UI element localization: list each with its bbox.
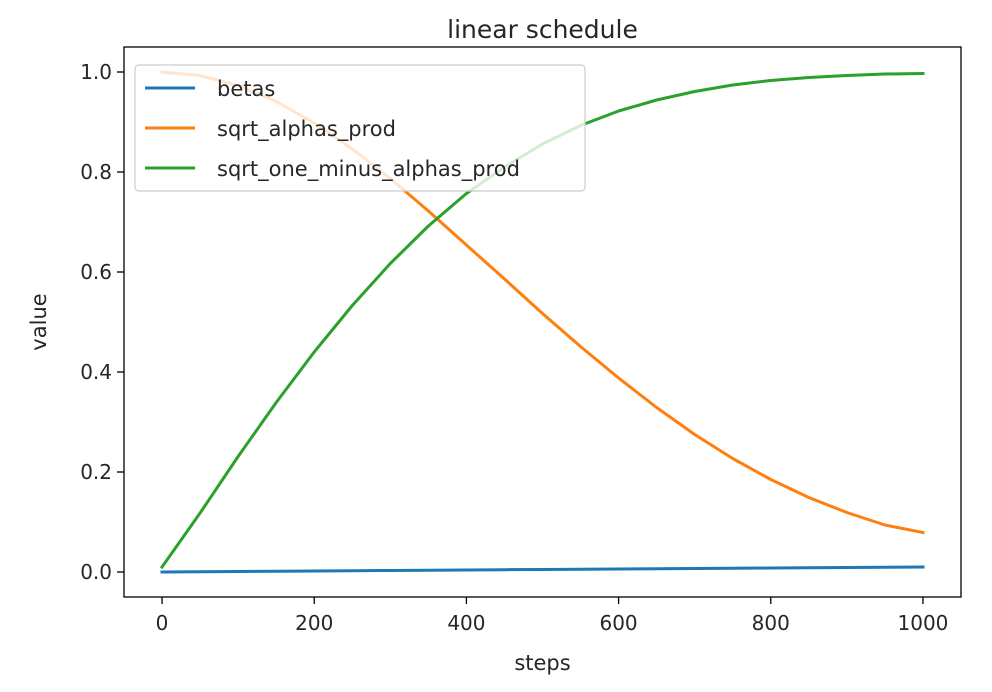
- x-tick-label: 800: [752, 611, 790, 635]
- legend-label-sqrt-one-minus-alphas-prod: sqrt_one_minus_alphas_prod: [217, 157, 520, 182]
- x-tick-label: 0: [156, 611, 169, 635]
- y-tick-label: 0.8: [80, 160, 112, 184]
- x-axis-label: steps: [514, 651, 570, 675]
- y-axis-label: value: [27, 293, 51, 350]
- x-axis-ticks: 0 200 400 600 800 1000: [156, 597, 949, 635]
- legend-box: [134, 64, 586, 192]
- y-tick-label: 0.0: [80, 560, 112, 584]
- y-tick-label: 0.2: [80, 460, 112, 484]
- chart-title: linear schedule: [447, 15, 638, 44]
- series-line-betas: [160, 565, 925, 574]
- legend-label-betas: betas: [217, 77, 275, 101]
- x-tick-label: 200: [295, 611, 333, 635]
- y-tick-label: 0.4: [80, 360, 112, 384]
- plot-frame: [123, 46, 962, 598]
- x-tick-label: 600: [599, 611, 637, 635]
- legend: betas sqrt_alphas_prod sqrt_one_minus_alph…: [134, 64, 586, 192]
- x-tick-label: 400: [447, 611, 485, 635]
- y-tick-label: 1.0: [80, 60, 112, 84]
- x-tick-label: 1000: [898, 611, 949, 635]
- legend-label-sqrt-alphas-prod: sqrt_alphas_prod: [217, 117, 396, 142]
- y-tick-label: 0.6: [80, 260, 112, 284]
- y-axis-ticks: 0.0 0.2 0.4 0.6 0.8 1.0: [80, 60, 124, 584]
